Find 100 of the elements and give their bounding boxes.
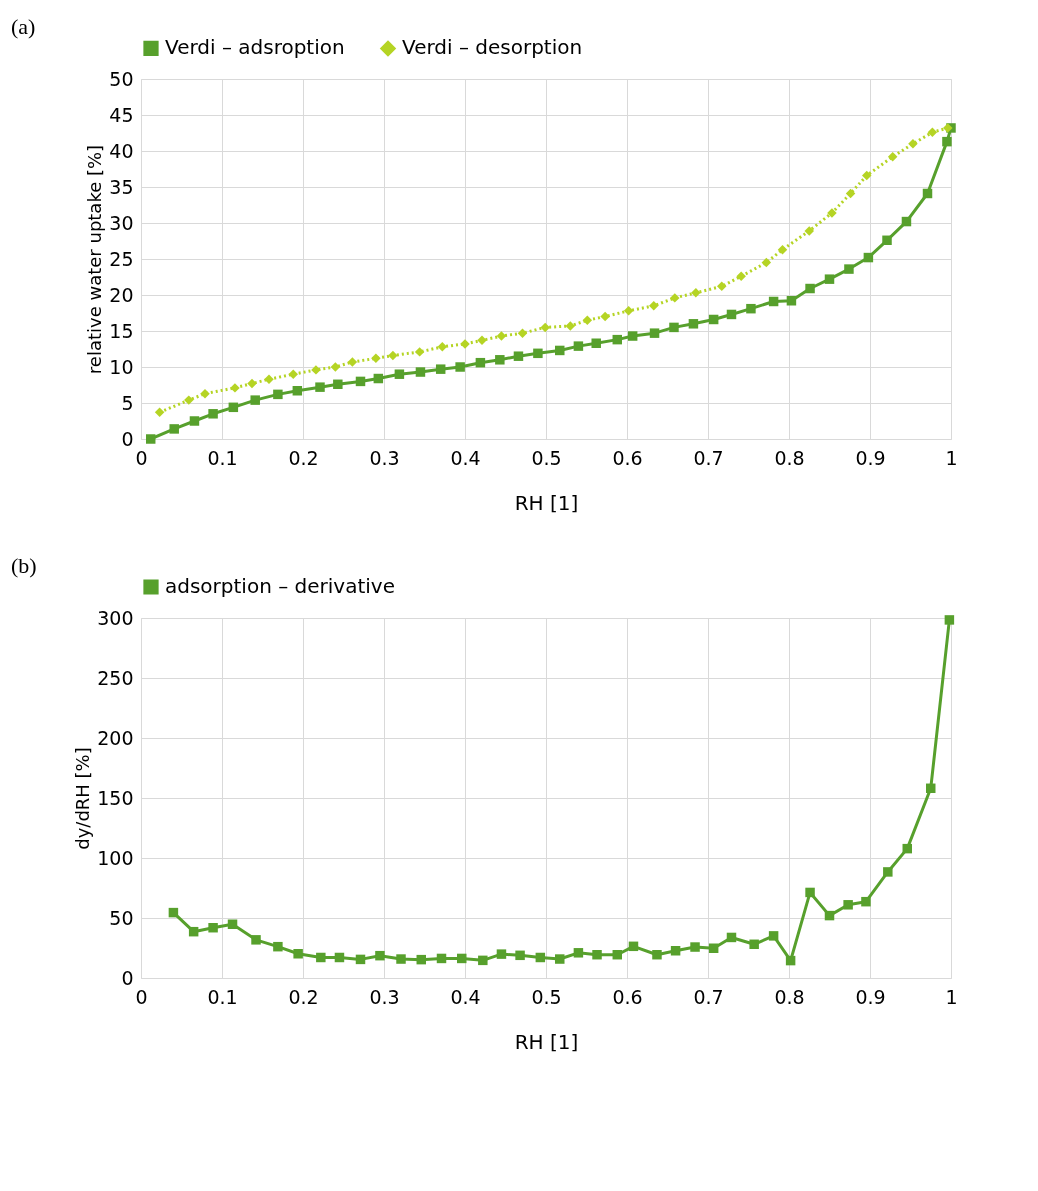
point [145,434,156,444]
point [612,949,623,960]
point [555,954,565,964]
point [535,952,546,963]
point [761,257,772,268]
x-tick-label: 0.6 [612,985,643,1008]
point [652,949,662,960]
y-tick-label: 20 [109,283,134,306]
text: (b) [11,553,37,578]
point [591,338,601,348]
point [457,953,467,964]
point [670,946,681,956]
point [273,941,283,952]
x-tick-label: 0.5 [531,446,562,469]
point [416,954,426,965]
point [592,949,602,960]
point [942,136,952,147]
point [414,347,425,357]
point [717,281,727,292]
point [726,309,737,320]
y-tick-label: 200 [97,726,134,749]
point [944,615,955,625]
point [573,341,584,351]
point [708,314,719,325]
point [247,378,257,389]
x-tick-label: 0 [135,985,148,1008]
x-tick-label: 0.9 [855,985,886,1008]
legend-label: adsorption – derivative [165,574,395,598]
point [612,334,623,345]
point [184,395,194,405]
point [436,953,447,964]
point [628,941,639,952]
x-tick-label: 0.8 [774,446,805,469]
point [333,379,343,390]
y-tick-label: 150 [97,786,134,809]
point [805,887,815,898]
point [901,216,912,227]
point [804,226,814,236]
x-tick-label: 0.1 [207,446,238,469]
point [394,369,405,379]
y-tick-label: 40 [109,139,134,162]
point [883,867,893,877]
point [902,843,912,854]
x-tick-label: 0.6 [612,446,643,469]
point [691,288,701,298]
x-tick-label: 0.8 [774,985,805,1008]
y-tick-label: 5 [121,391,134,414]
y-tick-label: 45 [109,103,134,126]
point [513,351,524,361]
point [347,357,358,367]
x-axis-title: RH [1] [514,1029,579,1054]
point [292,386,303,396]
x-axis-title: RH [1] [514,490,579,515]
point [623,306,634,316]
point [435,364,446,374]
x-tick-label: 0.3 [369,446,400,469]
y-tick-label: 0 [121,427,134,450]
point [785,955,796,966]
point [786,296,797,306]
y-tick-label: 10 [109,355,134,378]
point [293,949,303,959]
point [565,321,576,331]
y-tick-label: 250 [97,666,134,689]
point [824,910,835,921]
point [415,367,426,377]
point [726,932,737,943]
x-tick-label: 0.5 [531,985,562,1008]
point [649,328,660,338]
y-tick-label: 0 [121,966,134,989]
point [228,402,239,413]
point [227,919,238,929]
point [388,350,398,361]
point [670,293,680,303]
point [437,342,448,352]
point [533,348,543,359]
y-tick-label: 25 [109,247,134,270]
point [288,369,299,379]
point [477,335,487,346]
point [373,373,384,384]
y-tick-label: 100 [97,846,134,869]
point [805,283,815,294]
point [334,952,345,963]
point [250,395,260,405]
point [273,389,283,400]
point [496,331,507,341]
point [926,783,936,794]
point [375,950,385,961]
x-tick-label: 0.7 [693,446,724,469]
point [922,188,933,199]
y-tick-label: 50 [109,906,134,929]
x-tick-label: 0.3 [369,985,400,1008]
y-axis-title: relative water uptake [%] [84,144,106,375]
y-tick-label: 15 [109,319,134,342]
point [600,311,610,322]
x-tick-label: 0.4 [450,985,481,1008]
point [648,301,659,311]
point [927,127,938,138]
legend-label: Verdi – desorption [402,35,583,60]
y-tick-label: 50 [109,67,134,90]
point [168,907,179,918]
